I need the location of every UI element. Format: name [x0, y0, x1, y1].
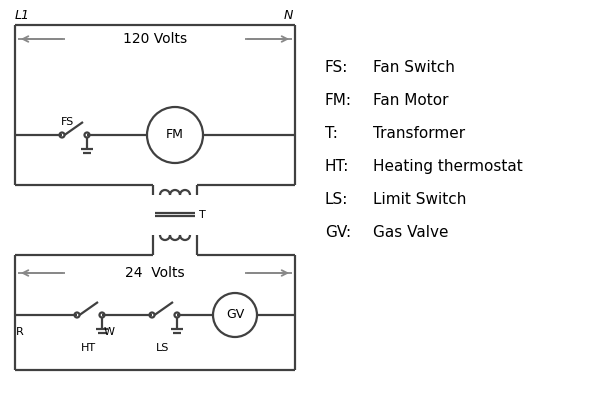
Text: Limit Switch: Limit Switch: [373, 192, 466, 207]
Text: FS:: FS:: [325, 60, 348, 75]
Text: R: R: [16, 327, 24, 337]
Text: T:: T:: [325, 126, 338, 141]
Text: FS: FS: [61, 117, 74, 127]
Text: HT: HT: [80, 343, 96, 353]
Text: Transformer: Transformer: [373, 126, 465, 141]
Text: HT:: HT:: [325, 159, 349, 174]
Text: 120 Volts: 120 Volts: [123, 32, 187, 46]
Text: GV:: GV:: [325, 225, 351, 240]
Text: Gas Valve: Gas Valve: [373, 225, 448, 240]
Text: GV: GV: [226, 308, 244, 322]
Text: LS: LS: [156, 343, 170, 353]
Text: Heating thermostat: Heating thermostat: [373, 159, 523, 174]
Text: Fan Motor: Fan Motor: [373, 93, 448, 108]
Text: FM:: FM:: [325, 93, 352, 108]
Text: W: W: [104, 327, 115, 337]
Text: T: T: [199, 210, 206, 220]
Text: Fan Switch: Fan Switch: [373, 60, 455, 75]
Text: L1: L1: [15, 9, 30, 22]
Text: FM: FM: [166, 128, 184, 142]
Text: 24  Volts: 24 Volts: [125, 266, 185, 280]
Text: N: N: [284, 9, 293, 22]
Text: LS:: LS:: [325, 192, 348, 207]
